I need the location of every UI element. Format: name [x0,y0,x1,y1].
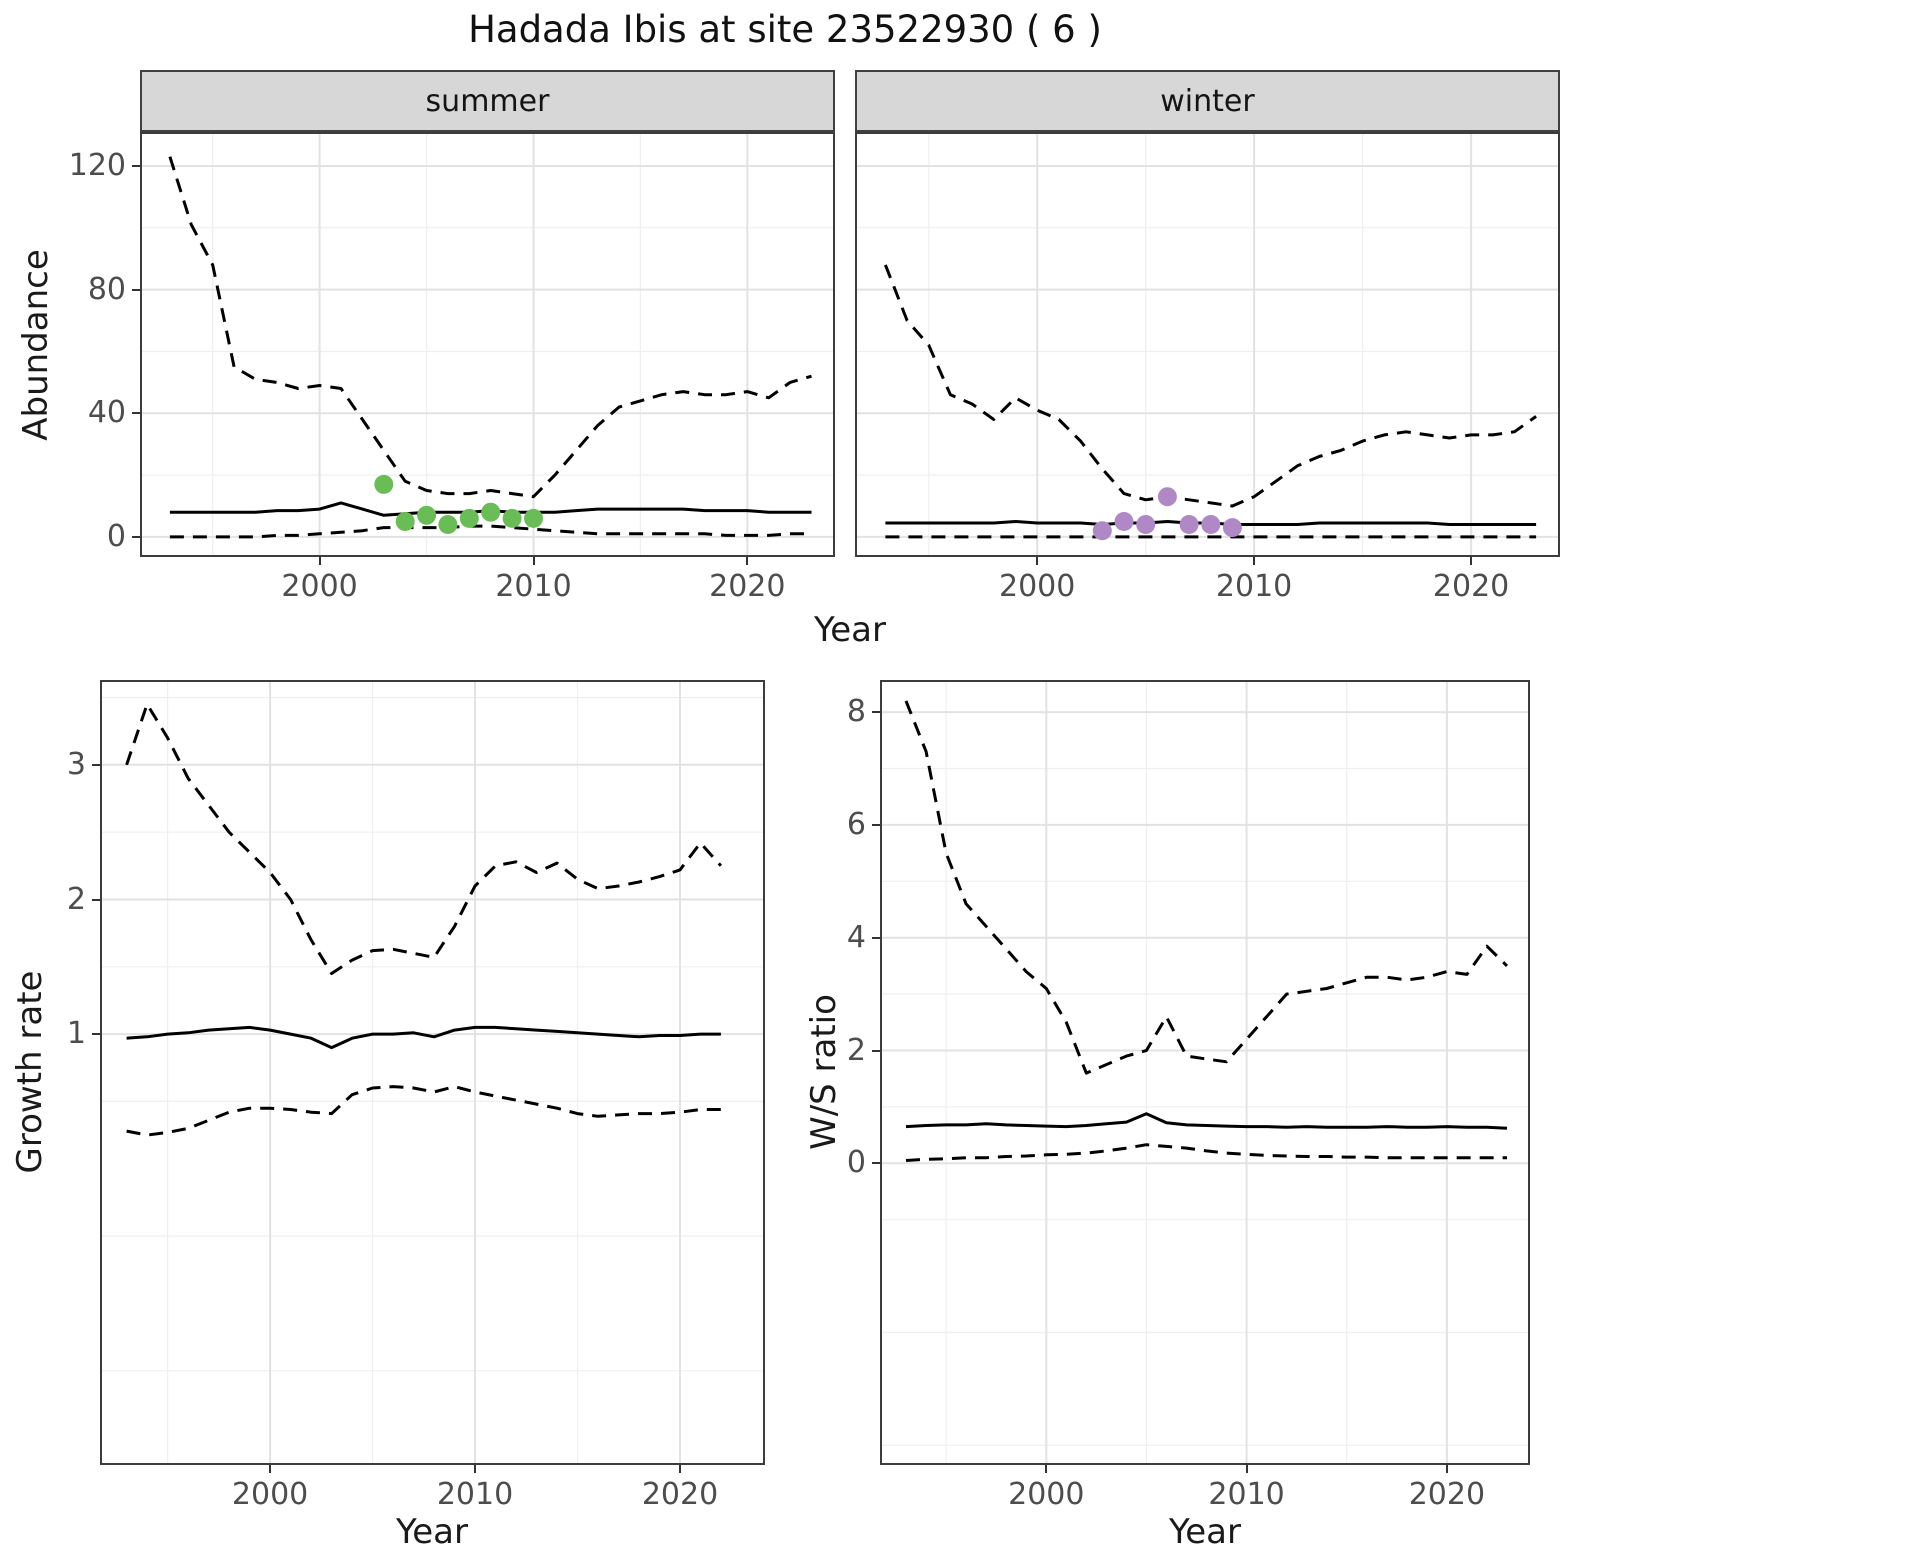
panel-ws-ratio [880,680,1530,1465]
x-tick-mark [746,557,749,565]
data-point-winter [1201,515,1221,534]
series-upper_95ci [125,702,723,975]
panel-growth-rate [100,680,765,1465]
panel-border [140,132,835,557]
x-tick-label: 2020 [709,569,786,604]
y-tick-label: 0 [846,1145,866,1181]
x-tick-mark [318,557,321,565]
y-tick-mark [92,1033,100,1036]
x-tick-mark [1445,1465,1448,1473]
chart-abundance-winter [855,132,1560,557]
panel-abundance-summer [140,132,835,557]
figure-title: Hadada Ibis at site 23522930 ( 6 ) [468,8,1102,51]
y-tick-label: 2 [66,881,86,917]
x-tick-label: 2010 [1215,569,1293,604]
series-lower_95ci [169,524,812,539]
facet-strip-summer: summer [140,70,835,132]
y-tick-mark [132,165,140,167]
chart-growth-rate [100,680,765,1465]
facet-strip-summer-label: summer [425,83,550,119]
x-tick-label: 2010 [436,1477,514,1512]
x-tick-label: 2000 [231,1477,309,1512]
data-point-winter [1179,515,1199,534]
y-tick-mark [872,823,880,826]
x-tick-mark [1245,1465,1248,1473]
x-axis-title-growth: Year [396,1512,468,1552]
x-axis-title-ws: Year [1169,1512,1241,1552]
data-point-summer [395,512,415,531]
y-tick-label: 3 [66,746,86,782]
y-tick-mark [872,711,880,714]
data-point-winter [1092,521,1112,541]
series-median [126,1025,721,1050]
y-tick-label: 120 [68,148,126,183]
panel-border [100,680,765,1465]
y-tick-mark [872,936,880,939]
data-point-winter [1157,487,1177,507]
panel-abundance-winter [855,132,1560,557]
facet-strip-winter-label: winter [1160,83,1255,119]
series-upper_95ci [904,700,1509,1075]
x-tick-label: 2020 [1408,1477,1486,1512]
y-tick-label: 8 [846,694,866,730]
series-lower_95ci [905,1143,1507,1162]
y-axis-title-growth: Growth rate [10,970,50,1174]
data-point-summer [417,505,437,525]
y-tick-mark [92,898,100,901]
x-tick-label: 2020 [1432,569,1510,604]
y-tick-label: 1 [66,1016,86,1052]
x-tick-mark [269,1465,272,1473]
data-point-winter [1222,518,1242,538]
y-tick-label: 0 [106,518,126,554]
x-tick-label: 2010 [495,569,572,604]
y-tick-mark [872,1049,880,1052]
data-point-summer [481,502,501,522]
x-axis-title-top: Year [814,610,886,650]
y-axis-title-ws: W/S ratio [804,994,844,1150]
y-tick-label: 4 [846,919,866,955]
chart-abundance-summer [140,132,835,557]
y-tick-mark [132,535,140,538]
data-point-winter [1114,512,1134,531]
x-tick-mark [474,1465,476,1473]
y-tick-mark [132,412,140,415]
x-tick-label: 2010 [1208,1477,1285,1512]
y-tick-label: 6 [846,806,866,842]
series-lower_95ci [126,1085,721,1137]
data-point-summer [459,508,479,528]
data-point-summer [502,508,522,528]
x-tick-mark [679,1465,681,1473]
y-tick-label: 40 [87,395,126,431]
series-upper_95ci [884,264,1537,508]
data-point-winter [1136,515,1156,534]
x-tick-mark [1253,557,1256,565]
chart-ws-ratio [880,680,1530,1465]
facet-strip-winter: winter [855,70,1560,132]
x-tick-label: 2000 [1008,1477,1085,1512]
x-tick-mark [1470,557,1473,565]
data-point-summer [374,474,394,494]
x-tick-mark [1045,1465,1048,1473]
x-tick-label: 2000 [999,569,1076,604]
x-tick-mark [532,557,535,565]
series-upper_95ci [168,156,812,499]
x-tick-label: 2000 [281,569,358,604]
y-tick-mark [92,763,100,766]
panel-border [880,680,1530,1465]
data-point-summer [438,515,458,534]
data-point-summer [524,508,543,528]
series-median [905,1112,1508,1130]
x-tick-mark [1036,557,1039,565]
y-tick-mark [132,288,140,291]
x-tick-label: 2020 [641,1477,719,1512]
y-tick-label: 80 [87,271,126,307]
y-tick-label: 2 [846,1032,866,1068]
panel-border [855,132,1560,557]
y-tick-mark [872,1162,880,1165]
